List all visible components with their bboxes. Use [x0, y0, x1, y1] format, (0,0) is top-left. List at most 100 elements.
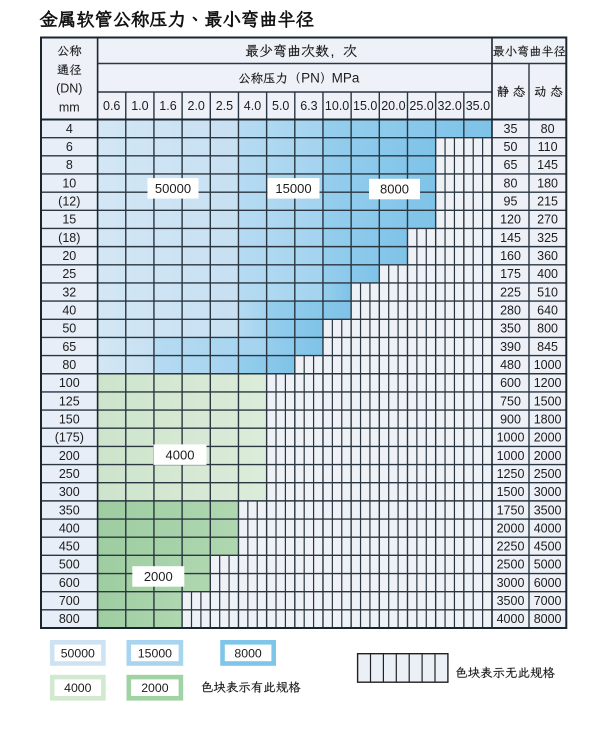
svg-text:8000: 8000: [534, 612, 562, 626]
svg-text:1800: 1800: [534, 413, 562, 427]
svg-text:(18): (18): [58, 231, 80, 245]
svg-text:110: 110: [538, 140, 558, 154]
svg-text:25.0: 25.0: [409, 99, 433, 113]
svg-text:2500: 2500: [497, 558, 525, 572]
svg-text:900: 900: [500, 413, 521, 427]
svg-text:250: 250: [59, 467, 80, 481]
svg-text:480: 480: [500, 358, 521, 372]
svg-text:3000: 3000: [497, 576, 525, 590]
svg-text:600: 600: [500, 376, 521, 390]
svg-text:510: 510: [537, 285, 558, 299]
svg-text:20.0: 20.0: [381, 99, 405, 113]
svg-text:800: 800: [59, 612, 80, 626]
svg-text:3500: 3500: [497, 594, 525, 608]
svg-text:600: 600: [59, 576, 80, 590]
svg-text:80: 80: [504, 176, 518, 190]
svg-text:1000: 1000: [497, 431, 525, 445]
svg-text:2000: 2000: [141, 681, 169, 695]
svg-text:4.0: 4.0: [244, 99, 261, 113]
svg-text:6.3: 6.3: [300, 99, 317, 113]
svg-text:2000: 2000: [534, 431, 562, 445]
svg-text:8000: 8000: [380, 182, 409, 197]
svg-text:(12): (12): [58, 195, 80, 209]
svg-text:300: 300: [59, 485, 80, 499]
svg-text:65: 65: [62, 340, 76, 354]
svg-text:80: 80: [62, 358, 76, 372]
svg-text:1250: 1250: [497, 467, 525, 481]
svg-text:4000: 4000: [534, 521, 562, 535]
svg-text:2.5: 2.5: [216, 99, 233, 113]
svg-text:5000: 5000: [534, 558, 562, 572]
svg-text:450: 450: [59, 540, 80, 554]
svg-text:40: 40: [62, 304, 76, 318]
svg-text:350: 350: [59, 503, 80, 517]
svg-text:10.0: 10.0: [325, 99, 349, 113]
svg-text:15: 15: [62, 213, 76, 227]
svg-text:1750: 1750: [497, 503, 525, 517]
svg-text:120: 120: [500, 213, 521, 227]
svg-text:280: 280: [500, 304, 521, 318]
svg-text:145: 145: [537, 158, 558, 172]
svg-text:100: 100: [59, 376, 80, 390]
svg-text:35: 35: [504, 122, 518, 136]
svg-text:1500: 1500: [497, 485, 525, 499]
svg-text:50000: 50000: [155, 181, 191, 196]
svg-text:(175): (175): [55, 431, 84, 445]
svg-text:50: 50: [504, 140, 518, 154]
svg-text:15.0: 15.0: [353, 99, 377, 113]
svg-text:50000: 50000: [61, 646, 95, 660]
svg-text:160: 160: [500, 249, 521, 263]
svg-text:,: ,: [330, 43, 334, 60]
svg-text:200: 200: [59, 449, 80, 463]
svg-text:(DN): (DN): [56, 82, 82, 96]
svg-text:95: 95: [504, 195, 518, 209]
svg-text:700: 700: [59, 594, 80, 608]
svg-text:8: 8: [66, 158, 73, 172]
svg-text:270: 270: [537, 213, 558, 227]
svg-text:2.0: 2.0: [188, 99, 205, 113]
svg-text:15000: 15000: [138, 646, 172, 660]
svg-text:8000: 8000: [234, 646, 262, 660]
svg-text:32: 32: [62, 285, 76, 299]
svg-text:4500: 4500: [534, 540, 562, 554]
svg-text:150: 150: [59, 413, 80, 427]
svg-text:25: 25: [62, 267, 76, 281]
svg-text:145: 145: [500, 231, 521, 245]
svg-text:400: 400: [537, 267, 558, 281]
svg-text:1200: 1200: [534, 376, 562, 390]
svg-text:2250: 2250: [497, 540, 525, 554]
svg-text:MPa: MPa: [332, 71, 360, 86]
svg-text:3000: 3000: [534, 485, 562, 499]
svg-text:750: 750: [500, 394, 521, 408]
svg-text:390: 390: [500, 340, 521, 354]
svg-text:225: 225: [500, 285, 521, 299]
svg-text:6000: 6000: [534, 576, 562, 590]
svg-text:2000: 2000: [534, 449, 562, 463]
svg-text:640: 640: [537, 304, 558, 318]
svg-text:PN: PN: [301, 71, 320, 86]
svg-text:325: 325: [537, 231, 558, 245]
svg-text:3500: 3500: [534, 503, 562, 517]
svg-text:mm: mm: [59, 101, 80, 115]
svg-text:1500: 1500: [534, 394, 562, 408]
svg-text:50: 50: [62, 322, 76, 336]
svg-text:215: 215: [537, 195, 558, 209]
svg-text:125: 125: [59, 394, 80, 408]
svg-text:2500: 2500: [534, 467, 562, 481]
svg-text:10: 10: [62, 176, 76, 190]
svg-text:20: 20: [62, 249, 76, 263]
svg-text:180: 180: [537, 176, 558, 190]
svg-text:4000: 4000: [166, 447, 195, 462]
svg-text:0.6: 0.6: [103, 99, 120, 113]
svg-text:1.6: 1.6: [159, 99, 176, 113]
svg-text:6: 6: [66, 140, 73, 154]
svg-text:5.0: 5.0: [272, 99, 289, 113]
svg-text:800: 800: [537, 322, 558, 336]
svg-text:32.0: 32.0: [438, 99, 462, 113]
svg-text:4: 4: [66, 122, 73, 136]
svg-text:4000: 4000: [497, 612, 525, 626]
svg-text:35.0: 35.0: [466, 99, 490, 113]
svg-text:400: 400: [59, 521, 80, 535]
svg-text:175: 175: [500, 267, 521, 281]
svg-text:1.0: 1.0: [131, 99, 148, 113]
